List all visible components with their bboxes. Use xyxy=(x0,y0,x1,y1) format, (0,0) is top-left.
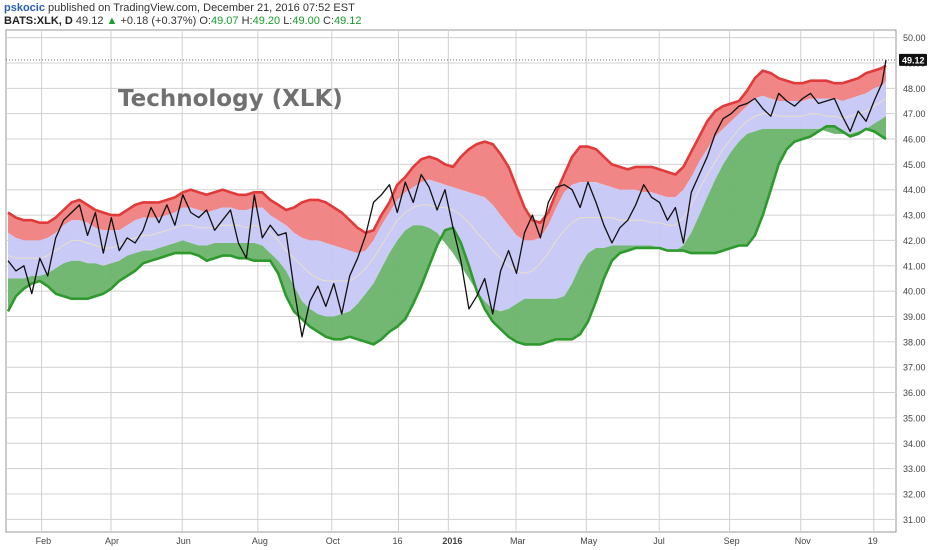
time-axis: Feb Apr Jun Aug Oct 16 2016 Mar May Jul Sep Nov 19 xyxy=(36,536,878,546)
x-tick-label: May xyxy=(580,536,598,546)
y-tick-label: 45.00 xyxy=(903,160,926,170)
y-tick-label: 47.00 xyxy=(903,109,926,119)
y-tick-label: 50.00 xyxy=(903,33,926,43)
x-tick-label: Aug xyxy=(252,536,268,546)
open-label: O: xyxy=(199,15,211,27)
y-tick-label: 44.00 xyxy=(903,185,926,195)
x-tick-label: 2016 xyxy=(442,536,462,546)
y-tick-label: 37.00 xyxy=(903,363,926,373)
x-tick-label: Jul xyxy=(653,536,665,546)
x-tick-label: Nov xyxy=(795,536,812,546)
price-change: +0.18 (+0.37%) xyxy=(120,15,197,27)
last-price-box xyxy=(899,53,927,66)
y-tick-label: 39.00 xyxy=(903,312,926,322)
series-lines xyxy=(6,59,887,346)
y-tick-label: 42.00 xyxy=(903,236,926,246)
y-tick-label: 35.00 xyxy=(903,413,926,423)
y-tick-label: 36.00 xyxy=(903,388,926,398)
open-value: 49.07 xyxy=(211,15,239,27)
price-line xyxy=(7,59,887,338)
x-tick-label: Mar xyxy=(510,536,526,546)
price-axis: 31.00 32.00 33.00 34.00 35.00 36.00 37.00 38.00… xyxy=(903,33,926,525)
y-tick-label: 31.00 xyxy=(903,515,926,525)
x-tick-label: Jun xyxy=(176,536,191,546)
author-link[interactable]: pskocic xyxy=(4,2,45,14)
chart-title: Technology (XLK) xyxy=(118,86,343,112)
lower-band-line xyxy=(6,125,887,346)
last-price-label: 49.12 xyxy=(902,55,925,65)
symbol-line: BATS:XLK, D 49.12 ▲ +0.18 (+0.37%) O:49.… xyxy=(4,15,362,27)
last-price-marker: 49.12 xyxy=(6,53,927,66)
close-value: 49.12 xyxy=(333,15,362,27)
y-tick-label: 38.00 xyxy=(903,337,926,347)
y-tick-label: 32.00 xyxy=(903,489,926,499)
publish-line: pskocic published on TradingView.com, De… xyxy=(4,2,355,14)
symbol-label: BATS:XLK, D xyxy=(4,15,73,27)
y-tick-label: 43.00 xyxy=(903,211,926,221)
upper-band-line xyxy=(7,64,887,235)
high-label: H: xyxy=(241,15,253,27)
x-tick-label: Oct xyxy=(326,536,341,546)
y-tick-label: 33.00 xyxy=(903,464,926,474)
high-value: 49.20 xyxy=(252,15,281,27)
last-price: 49.12 xyxy=(75,15,104,27)
low-label: L: xyxy=(283,15,293,27)
plot-frame xyxy=(5,29,897,533)
x-tick-label: Apr xyxy=(105,536,119,546)
y-tick-label: 40.00 xyxy=(903,287,926,297)
low-value: 49.00 xyxy=(292,15,320,27)
x-tick-label: Sep xyxy=(724,536,740,546)
y-tick-label: 34.00 xyxy=(903,439,926,449)
x-tick-label: 16 xyxy=(392,536,402,546)
published-text: published on TradingView.com, December 2… xyxy=(48,2,355,14)
up-arrow-icon: ▲ xyxy=(106,15,118,27)
x-tick-label: Feb xyxy=(36,536,52,546)
upper-band-area xyxy=(8,65,886,254)
y-tick-label: 48.00 xyxy=(903,84,926,94)
close-label: C: xyxy=(322,15,334,27)
y-tick-label: 46.00 xyxy=(903,135,926,145)
y-tick-label: 41.00 xyxy=(903,261,926,271)
x-tick-label: 19 xyxy=(868,536,878,546)
